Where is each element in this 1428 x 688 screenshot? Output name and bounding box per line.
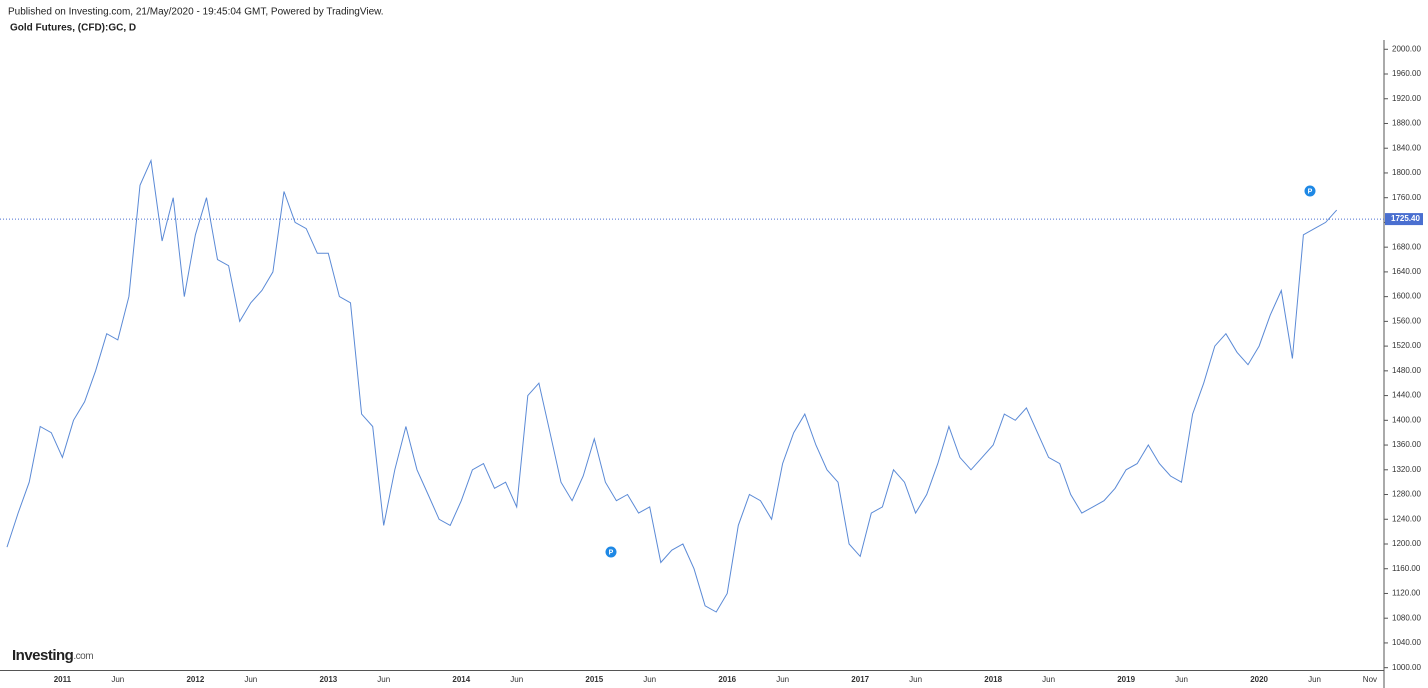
y-tick-label: 1680.00 [1392,242,1421,251]
marker-icon [1304,185,1316,197]
y-tick-label: 1480.00 [1392,366,1421,375]
x-tick-label: Jun [643,675,656,684]
x-tick-label: 2011 [54,675,72,684]
x-tick-label: Jun [1175,675,1188,684]
x-tick-label: Jun [909,675,922,684]
y-tick-label: 1600.00 [1392,292,1421,301]
x-tick-label: 2019 [1117,675,1135,684]
x-tick-label: Jun [377,675,390,684]
last-price-label: 1725.40 [1391,214,1420,223]
x-tick-label: Jun [1308,675,1321,684]
x-tick-label: Jun [111,675,124,684]
x-tick-label: 2014 [452,675,470,684]
y-tick-label: 1960.00 [1392,69,1421,78]
y-tick-label: 1800.00 [1392,168,1421,177]
price-line [6,158,1338,613]
y-tick-label: 1920.00 [1392,94,1421,103]
y-tick-label: 1520.00 [1392,341,1421,350]
x-tick-label: 2015 [585,675,603,684]
x-tick-label: Jun [776,675,789,684]
chart-title: Gold Futures, (CFD):GC, D [10,23,136,34]
x-tick-label: Jun [1042,675,1055,684]
logo-suffix: .com [73,651,93,662]
y-tick-label: 1440.00 [1392,391,1421,400]
marker-icon-glyph: P [609,549,614,556]
y-tick-label: 1280.00 [1392,490,1421,499]
x-tick-label: Nov [1363,675,1377,684]
y-tick-label: 2000.00 [1392,44,1421,53]
y-tick-label: 1640.00 [1392,267,1421,276]
y-tick-label: 1560.00 [1392,316,1421,325]
x-tick-label: 2020 [1250,675,1268,684]
x-tick-label: 2013 [319,675,337,684]
y-tick-label: 1160.00 [1392,564,1421,573]
y-tick-label: 1200.00 [1392,539,1421,548]
logo: Investing.com [12,647,93,664]
y-tick-label: 1840.00 [1392,143,1421,152]
x-tick-label: Jun [244,675,257,684]
marker-icon-glyph: P [1308,188,1313,195]
y-tick-label: 1760.00 [1392,193,1421,202]
y-tick-label: 1120.00 [1392,589,1421,598]
y-tick-label: 1040.00 [1392,638,1421,647]
y-tick-label: 1080.00 [1392,613,1421,622]
header: Published on Investing.com, 21/May/2020 … [8,7,384,18]
x-tick-label: 2017 [851,675,869,684]
x-tick-label: 2012 [186,675,204,684]
y-tick-label: 1880.00 [1392,119,1421,128]
x-tick-label: 2016 [718,675,736,684]
y-tick-label: 1240.00 [1392,514,1421,523]
x-tick-label: 2018 [984,675,1002,684]
y-tick-label: 1400.00 [1392,415,1421,424]
y-tick-label: 1360.00 [1392,440,1421,449]
y-tick-label: 1320.00 [1392,465,1421,474]
x-tick-label: Jun [510,675,523,684]
logo-main: Investing [12,647,74,664]
y-tick-label: 1000.00 [1392,663,1421,672]
marker-icon [605,546,617,558]
last-price-tag [1385,213,1423,226]
